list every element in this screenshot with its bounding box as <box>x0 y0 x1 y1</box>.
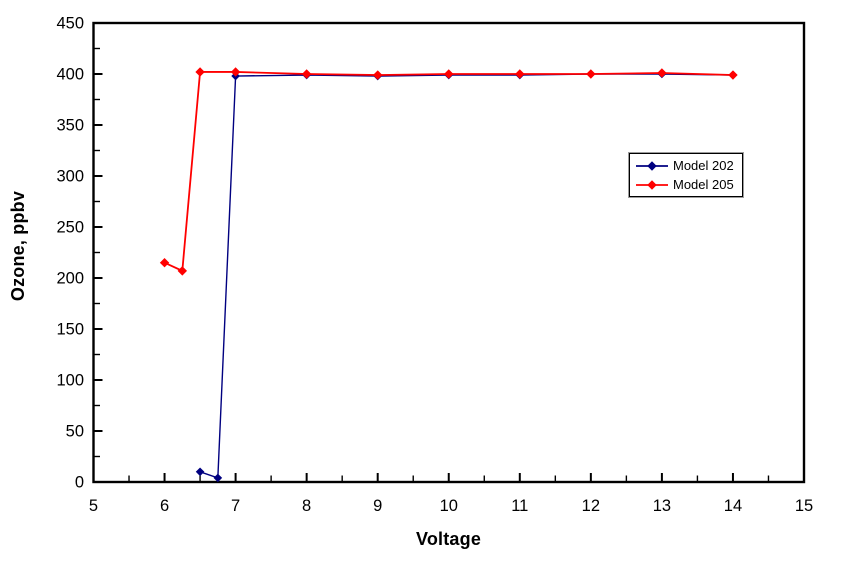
series-marker-model-205 <box>586 69 596 79</box>
legend-marker-model-202 <box>636 160 668 171</box>
series-marker-model-205 <box>230 67 241 77</box>
series-marker-model-205 <box>728 70 738 80</box>
x-tick-label: 6 <box>160 497 169 515</box>
legend-marker-diamond <box>647 179 657 190</box>
series-marker-model-205 <box>195 67 205 77</box>
x-tick-label: 9 <box>373 497 382 515</box>
series-marker-model-205 <box>301 69 312 79</box>
y-tick-label: 50 <box>66 423 84 441</box>
series-marker-model-202 <box>195 467 205 477</box>
y-tick-label: 450 <box>56 15 84 33</box>
series-marker-model-205 <box>177 266 188 276</box>
y-tick-label: 100 <box>56 372 84 390</box>
x-tick-label: 10 <box>440 497 458 515</box>
y-tick-label: 300 <box>56 168 84 186</box>
x-tick-label: 14 <box>724 497 742 515</box>
series-marker-model-205 <box>444 69 454 79</box>
x-tick-label: 5 <box>89 497 98 515</box>
y-tick-label: 400 <box>56 66 84 84</box>
y-tick-label: 200 <box>56 270 84 288</box>
x-tick-label: 11 <box>511 497 528 515</box>
y-tick-label: 150 <box>56 321 84 339</box>
series-marker-model-205 <box>657 68 667 78</box>
series-marker-model-205 <box>159 257 170 268</box>
legend-label: Model 202 <box>673 158 734 173</box>
legend-entry: Model 202 <box>636 156 734 175</box>
legend-marker-model-205 <box>636 179 668 190</box>
series-marker-model-205 <box>372 70 383 80</box>
legend-entry: Model 205 <box>636 175 734 194</box>
y-tick-label: 0 <box>75 474 84 492</box>
y-tick-label: 350 <box>56 117 84 135</box>
x-tick-label: 13 <box>653 497 671 515</box>
y-axis-title: Ozone, ppbv <box>8 190 28 302</box>
series-marker-model-205 <box>515 69 525 79</box>
x-tick-label: 8 <box>302 497 311 515</box>
legend: Model 202 Model 205 <box>629 153 743 197</box>
y-tick-label: 250 <box>56 219 84 237</box>
series-line-model-202 <box>199 73 733 479</box>
legend-label: Model 205 <box>673 177 734 192</box>
x-tick-label: 7 <box>231 497 240 515</box>
legend-marker-diamond <box>647 160 657 171</box>
plot-frame <box>92 21 806 484</box>
x-axis-title: Voltage <box>415 529 482 549</box>
x-tick-label: 12 <box>582 497 600 515</box>
x-tick-label: 15 <box>795 497 813 515</box>
series-marker-model-202 <box>213 473 223 483</box>
